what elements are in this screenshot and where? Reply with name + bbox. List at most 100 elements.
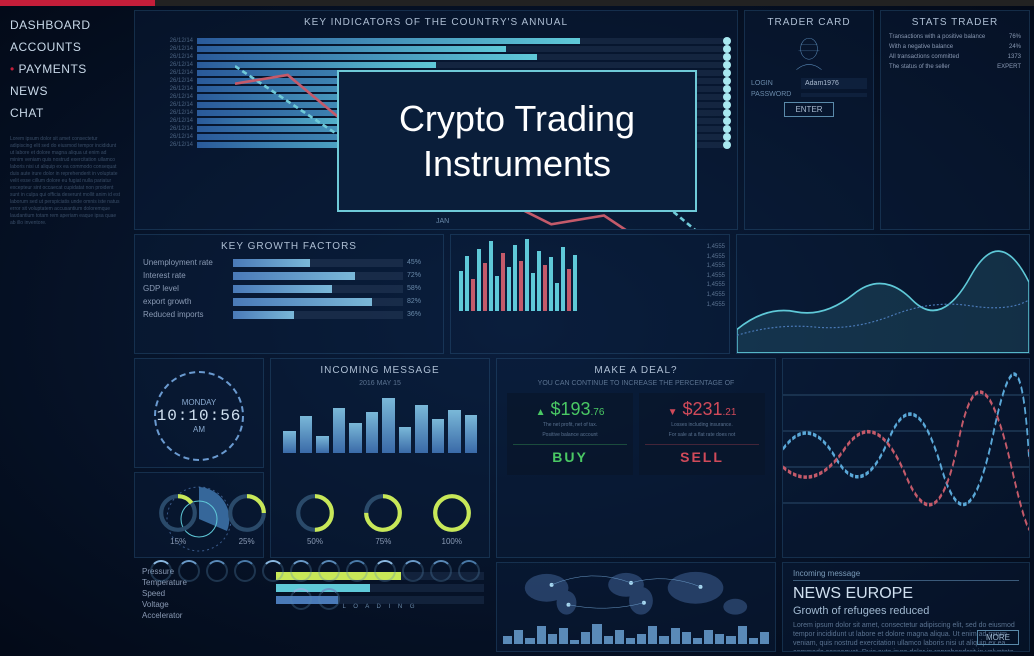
growth-title: KEY GROWTH FACTORS bbox=[135, 235, 443, 256]
password-value[interactable] bbox=[801, 93, 867, 97]
password-label: PASSWORD bbox=[751, 91, 801, 98]
nav-item-accounts[interactable]: ACCOUNTS bbox=[10, 36, 120, 58]
spinner-icon bbox=[402, 560, 424, 582]
login-label: LOGIN bbox=[751, 80, 801, 87]
eq-bar bbox=[738, 626, 747, 644]
eq-bar bbox=[503, 636, 512, 644]
candle bbox=[477, 249, 481, 311]
sidebar: DASHBOARDACCOUNTSPAYMENTSNEWSCHAT Lorem … bbox=[0, 6, 130, 656]
candle bbox=[555, 283, 559, 311]
login-value[interactable]: Adam1976 bbox=[801, 78, 867, 89]
news-panel: Incoming message NEWS EUROPE Growth of r… bbox=[782, 562, 1030, 652]
incoming-bar bbox=[432, 419, 445, 453]
gauge: 50% bbox=[294, 492, 336, 546]
incoming-bar bbox=[448, 410, 461, 453]
spinner-icon bbox=[374, 560, 396, 582]
candle bbox=[573, 255, 577, 311]
incoming-bar bbox=[283, 431, 296, 453]
candle bbox=[531, 273, 535, 311]
trader-card-panel: TRADER CARD LOGIN Adam1976 PASSWORD ENTE… bbox=[744, 10, 874, 230]
growth-row: Interest rate72% bbox=[135, 269, 443, 282]
nav-item-news[interactable]: NEWS bbox=[10, 80, 120, 102]
deal-panel: MAKE A DEAL? YOU CAN CONTINUE TO INCREAS… bbox=[496, 358, 776, 558]
eq-bar bbox=[570, 640, 579, 644]
candle bbox=[513, 245, 517, 311]
incoming-bar bbox=[415, 405, 428, 453]
spinner-icon bbox=[290, 588, 312, 610]
more-button[interactable]: MORE bbox=[977, 630, 1019, 645]
candle bbox=[507, 267, 511, 311]
eq-bar bbox=[726, 636, 735, 644]
sell-button[interactable]: SELL bbox=[645, 444, 759, 469]
indicators-title: KEY INDICATORS OF THE COUNTRY'S ANNUAL bbox=[135, 11, 737, 32]
spinner-icon bbox=[206, 560, 228, 582]
candle bbox=[561, 247, 565, 311]
spinner-icon bbox=[318, 560, 340, 582]
growth-row: export growth82% bbox=[135, 295, 443, 308]
nav-item-payments[interactable]: PAYMENTS bbox=[10, 58, 120, 80]
spinner-icon bbox=[346, 560, 368, 582]
candle bbox=[543, 265, 547, 311]
spinner-icon bbox=[150, 560, 172, 582]
trader-card-title: TRADER CARD bbox=[745, 11, 873, 32]
clock-day: MONDAY bbox=[182, 398, 217, 407]
indicators-xlabel: JAN bbox=[436, 218, 449, 225]
candle bbox=[459, 271, 463, 311]
gauge: 15% bbox=[157, 492, 199, 546]
candle bbox=[519, 261, 523, 311]
incoming-bar bbox=[366, 412, 379, 453]
eq-bar bbox=[514, 630, 523, 644]
spinner-icon bbox=[318, 588, 340, 610]
nav-item-chat[interactable]: CHAT bbox=[10, 102, 120, 124]
candle bbox=[465, 256, 469, 311]
deal-subtitle: YOU CAN CONTINUE TO INCREASE THE PERCENT… bbox=[497, 380, 775, 387]
nav-item-dashboard[interactable]: DASHBOARD bbox=[10, 14, 120, 36]
eq-bar bbox=[626, 638, 635, 644]
buy-button[interactable]: BUY bbox=[513, 444, 627, 469]
incoming-date: 2016 MAY 15 bbox=[271, 380, 489, 387]
gauge: 25% bbox=[226, 492, 268, 546]
eq-bar bbox=[715, 634, 724, 644]
eq-bar bbox=[581, 632, 590, 644]
clock-ampm: AM bbox=[193, 425, 205, 434]
eq-bar bbox=[659, 636, 668, 644]
candle bbox=[549, 257, 553, 311]
eq-bar bbox=[749, 638, 758, 644]
area-chart-panel: 0.3298456 DATE Thursday 21 November 2012… bbox=[736, 234, 1030, 354]
world-map-panel bbox=[496, 562, 776, 652]
growth-row: GDP level58% bbox=[135, 282, 443, 295]
stat-row: The status of the sellerEXPERT bbox=[881, 62, 1029, 72]
eq-bar bbox=[615, 630, 624, 644]
eq-bar bbox=[760, 632, 769, 644]
eq-bar bbox=[682, 632, 691, 644]
eq-bar bbox=[671, 628, 680, 644]
eq-bar bbox=[704, 630, 713, 644]
incoming-bar bbox=[382, 398, 395, 453]
candle bbox=[483, 263, 487, 311]
incoming-bar bbox=[349, 423, 362, 453]
incoming-bar bbox=[300, 416, 313, 453]
eq-bar bbox=[525, 638, 534, 644]
buy-price: ▲ $193.76 bbox=[513, 399, 627, 420]
eq-bar bbox=[693, 638, 702, 644]
avatar-icon bbox=[788, 34, 830, 76]
incoming-bar bbox=[399, 427, 412, 453]
sell-price: ▼ $231.21 bbox=[645, 399, 759, 420]
overlay-title-text: Crypto Trading Instruments bbox=[357, 96, 677, 186]
incoming-bar bbox=[465, 415, 478, 453]
candle bbox=[501, 253, 505, 311]
candle bbox=[525, 239, 529, 311]
news-title: NEWS EUROPE bbox=[793, 585, 1019, 603]
candle bbox=[489, 241, 493, 311]
news-tag: Incoming message bbox=[793, 569, 1019, 581]
stat-row: All transactions committed1373 bbox=[881, 52, 1029, 62]
enter-button[interactable]: ENTER bbox=[784, 102, 834, 117]
deal-title: MAKE A DEAL? bbox=[497, 359, 775, 380]
eq-bar bbox=[648, 626, 657, 644]
eq-bar bbox=[592, 624, 601, 644]
eq-bar bbox=[604, 636, 613, 644]
spinner-icon bbox=[234, 560, 256, 582]
eq-bar bbox=[548, 634, 557, 644]
growth-panel: KEY GROWTH FACTORS Unemployment rate45%I… bbox=[134, 234, 444, 354]
incoming-bar bbox=[333, 408, 346, 453]
